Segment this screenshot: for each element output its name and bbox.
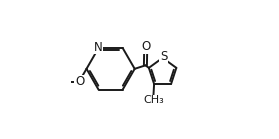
Text: N: N (93, 41, 102, 54)
Text: O: O (75, 75, 84, 88)
Text: O: O (141, 40, 150, 53)
Text: S: S (160, 50, 167, 63)
Text: CH₃: CH₃ (143, 95, 164, 105)
